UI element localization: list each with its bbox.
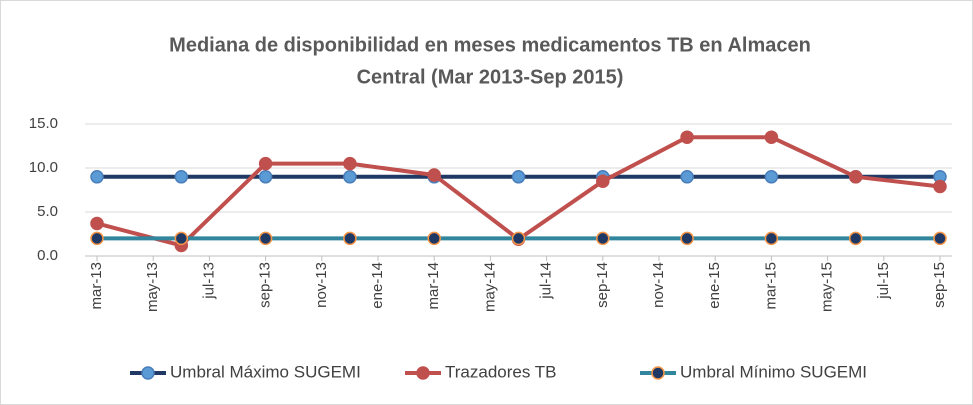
legend-label: Umbral Máximo SUGEMI	[170, 362, 361, 381]
point	[258, 231, 273, 246]
y-tick-label: 15.0	[29, 115, 58, 132]
point	[680, 170, 694, 184]
x-tick-label: mar-15	[762, 262, 779, 310]
x-tick-label: sep-13	[257, 262, 274, 308]
x-tick-label: mar-13	[88, 262, 105, 310]
point	[764, 231, 779, 246]
point	[764, 170, 779, 184]
point	[596, 231, 610, 246]
legend-marker	[651, 366, 665, 380]
legend-marker	[141, 366, 155, 380]
x-tick-label: ene-15	[706, 262, 723, 309]
x-tick-label: jul-14	[538, 262, 555, 300]
x-tick-label: nov-13	[313, 262, 330, 308]
x-tick-label: jul-15	[875, 262, 892, 300]
chart-title: Central (Mar 2013-Sep 2015)	[357, 66, 624, 88]
x-tick-label: mar-14	[425, 262, 442, 310]
point	[511, 231, 526, 246]
point	[427, 168, 441, 182]
point	[933, 179, 947, 194]
legend-marker	[416, 366, 430, 380]
x-tick-label: sep-14	[594, 262, 611, 308]
point	[343, 231, 357, 246]
point	[680, 231, 694, 246]
point	[174, 231, 189, 246]
point	[258, 156, 273, 171]
x-tick-label: may-14	[481, 262, 498, 312]
point	[511, 170, 526, 184]
point	[427, 231, 441, 246]
point	[848, 170, 863, 184]
y-tick-label: 10.0	[29, 159, 58, 176]
point	[174, 170, 189, 184]
x-tick-label: may-15	[819, 262, 836, 312]
point	[90, 216, 104, 231]
point	[258, 170, 273, 184]
legend-label: Umbral Mínimo SUGEMI	[680, 362, 867, 381]
x-tick-label: may-13	[144, 262, 161, 312]
point	[680, 130, 694, 144]
point	[90, 170, 104, 184]
point	[933, 231, 947, 246]
legend-label: Trazadores TB	[445, 362, 557, 381]
y-tick-label: 5.0	[37, 203, 58, 220]
x-tick-label: sep-15	[931, 262, 948, 308]
chart-title: Mediana de disponibilidad en meses medic…	[169, 34, 811, 56]
point	[343, 170, 357, 184]
x-tick-label: jul-13	[200, 262, 217, 300]
x-tick-label: ene-14	[369, 262, 386, 309]
point	[764, 130, 779, 144]
x-tick-label: nov-14	[650, 262, 667, 308]
y-tick-label: 0.0	[37, 247, 58, 264]
point	[596, 174, 610, 188]
point	[90, 231, 104, 246]
point	[848, 231, 863, 246]
point	[343, 156, 357, 171]
